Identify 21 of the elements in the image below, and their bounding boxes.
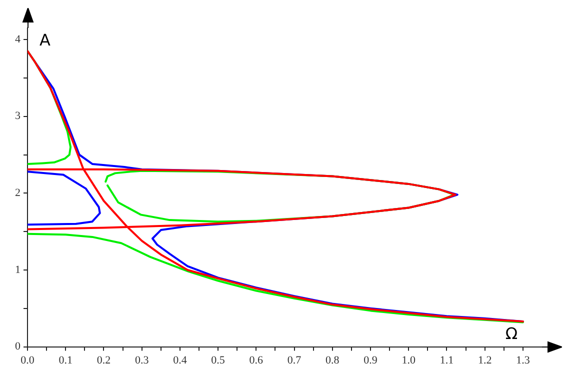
x-tick-label: 1.1 <box>440 354 454 366</box>
x-tick-label: 1.2 <box>478 354 492 366</box>
x-tick-label: 0.3 <box>134 354 150 366</box>
x-tick-label: 0.5 <box>211 354 226 366</box>
x-tick-label: 1.3 <box>516 354 530 366</box>
y-tick-label: 2 <box>15 187 20 200</box>
y-tick-label: 1 <box>15 264 20 276</box>
y-tick-label: 3 <box>15 110 21 122</box>
x-tick-label: 0.2 <box>96 354 111 366</box>
x-tick-label: 0.0 <box>20 354 35 366</box>
y-axis-title: A <box>40 30 50 50</box>
x-tick-label: 0.8 <box>326 354 340 366</box>
x-tick-label: 0.7 <box>287 354 302 366</box>
x-axis-title: Ω <box>505 324 518 343</box>
x-tick-label: 0.9 <box>364 354 378 366</box>
y-tick-label: 0 <box>15 340 21 353</box>
x-tick-label: 1.0 <box>402 354 416 366</box>
x-tick-label: 0.6 <box>249 354 264 366</box>
x-tick-label: 0.1 <box>58 354 72 366</box>
x-tick-label: 0.4 <box>173 354 188 366</box>
y-tick-label: 4 <box>15 33 21 46</box>
